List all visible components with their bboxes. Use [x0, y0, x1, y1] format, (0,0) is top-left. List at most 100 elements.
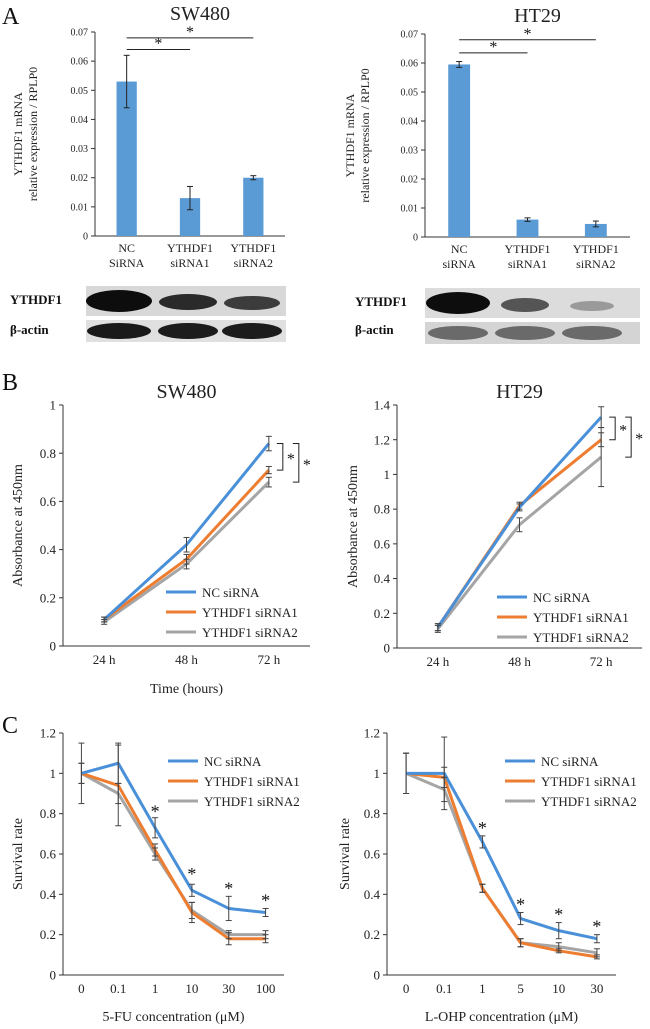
- significance-star: *: [524, 26, 532, 43]
- x-axis-label: 5-FU concentration (μM): [102, 1010, 244, 1025]
- y-tick-label: 1: [50, 766, 57, 781]
- y-tick-label: 0.04: [71, 115, 89, 126]
- blot-band: [426, 292, 490, 314]
- legend-label: NC siRNA: [204, 754, 262, 769]
- x-tick-label: 48 h: [508, 654, 531, 669]
- significance-bracket: [625, 416, 632, 458]
- y-tick-label: 0.4: [374, 571, 391, 586]
- blot-band: [428, 326, 488, 340]
- significance-star: *: [186, 24, 194, 41]
- legend-label: YTHDF1 siRNA1: [202, 605, 298, 620]
- significance-star: *: [619, 422, 627, 439]
- blot-band: [224, 296, 280, 310]
- chart-title: HT29: [496, 381, 543, 403]
- significance-star: *: [516, 894, 525, 914]
- legend-label: YTHDF1 siRNA1: [204, 774, 300, 789]
- blot-label-ythdf1: YTHDF1: [355, 294, 407, 309]
- legend-label: NC siRNA: [202, 585, 260, 600]
- chart-sw480-proliferation: 0 0.2 0.4 0.6 0.8 1 SW480 Absorbance at 450nm Ti…: [11, 381, 311, 697]
- series-line: [405, 771, 598, 959]
- significance-bracket: [609, 416, 616, 441]
- significance-bracket: [292, 443, 300, 483]
- y-tick-label: 0.2: [40, 927, 56, 942]
- significance-star: *: [303, 457, 311, 474]
- y-axis-label: YTHDF1 mRNArelative expression / RPLP0: [343, 68, 372, 202]
- chart-5fu-survival: 0 0.2 0.4 0.6 0.8 1 1.2 Survival rate 5-FU conce…: [11, 726, 300, 1025]
- y-tick-label: 0.6: [40, 494, 57, 509]
- panel-label-b: B: [2, 370, 18, 396]
- x-tick-label: 48 h: [175, 652, 198, 667]
- significance-star: *: [154, 35, 162, 52]
- y-tick-label: 0.03: [401, 146, 419, 157]
- y-tick-label: 0: [83, 232, 88, 243]
- series-line: [406, 771, 598, 941]
- blot-band: [562, 326, 622, 340]
- significance-star: *: [261, 890, 270, 910]
- x-tick-label: SiRNA: [109, 256, 145, 270]
- y-tick-label: 0.6: [374, 536, 391, 551]
- series-line: [80, 771, 266, 941]
- y-tick-label: 1: [384, 467, 391, 482]
- blot-band: [501, 298, 549, 312]
- blot-band: [495, 326, 555, 340]
- blot-band: [570, 301, 614, 311]
- y-tick-label: 0.2: [374, 606, 390, 621]
- y-tick-label: 0.8: [40, 806, 56, 821]
- y-tick-label: 1: [50, 398, 57, 413]
- y-axis-label-line: relative expression / RPLP0: [358, 68, 372, 202]
- y-tick-label: 0.01: [401, 204, 419, 215]
- x-tick-label: 10: [185, 981, 198, 996]
- x-tick-label: YTHDF1: [504, 242, 550, 256]
- x-tick-label: siRNA1: [170, 256, 209, 270]
- blot-band: [222, 323, 282, 339]
- western-blot-ht29: YTHDF1 β-actin: [355, 288, 640, 344]
- bar: [179, 198, 201, 236]
- blot-band: [159, 294, 217, 310]
- significance-star: *: [489, 39, 497, 56]
- significance-star: *: [187, 864, 196, 884]
- y-tick-label: 0.2: [364, 927, 380, 942]
- x-tick-label: YTHDF1: [230, 241, 276, 255]
- legend-label: YTHDF1 siRNA2: [202, 625, 298, 640]
- x-tick-label: siRNA: [442, 257, 476, 271]
- western-blot-sw480: YTHDF1 β-actin: [10, 286, 286, 342]
- y-tick-label: 0.6: [40, 847, 57, 862]
- x-tick-label: siRNA2: [576, 257, 615, 271]
- y-tick-label: 0.02: [401, 175, 419, 186]
- significance-bracket: [276, 443, 284, 471]
- legend-label: YTHDF1 siRNA2: [204, 794, 300, 809]
- significance-star: *: [592, 917, 601, 937]
- significance-star: *: [151, 802, 160, 822]
- legend-label: YTHDF1 siRNA1: [541, 774, 637, 789]
- y-axis-label: Absorbance at 450nm: [11, 464, 26, 587]
- y-tick-label: 0.4: [364, 887, 381, 902]
- y-tick-label: 0.4: [40, 887, 57, 902]
- y-tick-label: 0.05: [401, 88, 419, 99]
- panel-label-a: A: [2, 4, 20, 30]
- blot-band: [86, 290, 152, 312]
- x-tick-label: 0.1: [110, 981, 126, 996]
- x-tick-label: 30: [590, 981, 603, 996]
- y-tick-label: 0.01: [71, 202, 89, 213]
- x-tick-label: 10: [552, 981, 565, 996]
- x-tick-label: 5: [517, 981, 524, 996]
- y-tick-label: 1.4: [374, 398, 391, 413]
- y-axis-label-line: relative expression / RPLP0: [26, 67, 40, 201]
- blot-band: [87, 323, 151, 339]
- x-tick-label: 30: [222, 981, 235, 996]
- y-tick-label: 0.07: [71, 28, 89, 39]
- y-tick-label: 0.4: [40, 542, 57, 557]
- significance-star: *: [478, 818, 487, 838]
- bar: [516, 219, 539, 237]
- y-tick-label: 0.8: [364, 806, 380, 821]
- x-tick-label: siRNA2: [234, 256, 273, 270]
- x-tick-label: 100: [256, 981, 276, 996]
- chart-title: SW480: [170, 3, 230, 25]
- y-tick-label: 0: [50, 968, 57, 983]
- legend-label: YTHDF1 siRNA2: [541, 794, 637, 809]
- y-tick-label: 0.04: [401, 117, 419, 128]
- series-line: [81, 761, 266, 914]
- x-axis-label: Time (hours): [150, 682, 223, 697]
- legend-label: NC siRNA: [541, 754, 599, 769]
